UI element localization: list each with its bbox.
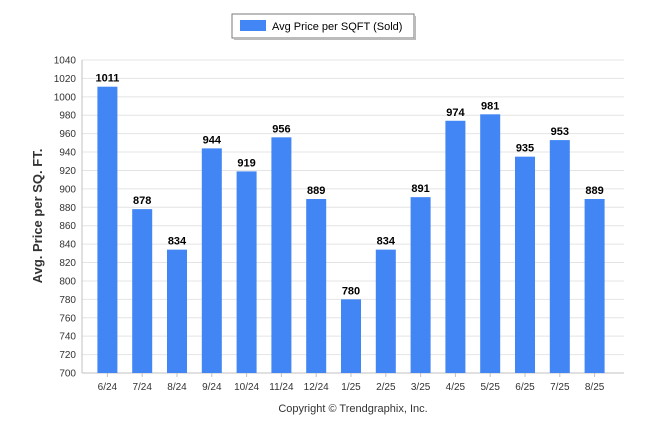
x-tick-label: 7/24 [132,382,152,393]
legend: Avg Price per SQFT (Sold) [231,13,416,40]
bar [515,156,535,373]
data-label: 981 [481,100,499,112]
x-tick-label: 8/24 [167,382,187,393]
x-tick-label: 3/25 [411,382,431,393]
y-tick-labels: 700 720 740 760 780 800 820 840 860 880 900 920 940 9… [54,56,77,380]
y-tick-label: 780 [59,295,76,306]
bar [549,140,570,373]
y-tick-label: 880 [59,203,76,214]
bar [271,137,292,373]
bar [167,249,187,373]
y-tick-label: 1020 [54,74,77,85]
y-tick-label: 1040 [54,56,77,67]
data-label: 780 [342,285,360,297]
bar [375,249,396,373]
x-tick-label: 9/24 [202,382,222,393]
x-tick-label: 6/25 [515,382,535,393]
y-tick-label: 820 [59,258,76,269]
data-label: 889 [307,185,325,197]
x-tick-label: 4/25 [446,382,466,393]
x-tick-labels: 6/24 7/24 8/24 9/24 10/24 11/24 12/24 1/25 2/25 3… [98,382,605,393]
y-tick-label: 800 [59,276,76,287]
y-tick-label: 700 [59,369,76,380]
data-label: 944 [203,134,222,146]
data-label: 935 [516,143,534,155]
y-tick-label: 940 [59,148,76,159]
bars [97,86,605,374]
bar [201,148,222,373]
x-tick-label: 10/24 [234,382,259,393]
data-label: 834 [377,236,396,248]
x-tick-label: 12/24 [304,382,329,393]
x-tick-label: 8/25 [585,382,605,393]
data-labels: 1011 878 834 944 919 956 889 780 834 891 974 981 935… [95,73,603,298]
y-axis-label: Avg. Price per SQ. FT. [30,149,45,284]
data-label: 974 [446,107,465,119]
legend-shadow [414,16,416,40]
data-label: 891 [411,183,429,195]
copyright-text: Copyright © Trendgraphix, Inc. [278,403,427,415]
x-tick-label: 7/25 [550,382,570,393]
data-label: 878 [133,195,151,207]
data-label: 889 [585,185,603,197]
data-label: 919 [237,157,255,169]
data-label: 956 [272,123,290,135]
y-tick-label: 720 [59,350,76,361]
x-tick-label: 6/24 [98,382,118,393]
legend-shadow-bottom [234,38,416,40]
bar [236,171,257,373]
legend-swatch [240,20,266,31]
y-tick-label: 960 [59,129,76,140]
y-tick-label: 980 [59,111,76,122]
bar [410,197,431,373]
bar [480,114,501,374]
y-tick-label: 1000 [54,92,77,103]
bar [341,299,361,373]
x-tick-label: 1/25 [341,382,361,393]
x-tick-label: 2/25 [376,382,396,393]
x-tick-label: 5/25 [480,382,500,393]
data-label: 953 [551,126,569,138]
bar [306,199,327,373]
y-tick-label: 760 [59,313,76,324]
y-tick-label: 740 [59,332,76,343]
y-tick-label: 860 [59,221,76,232]
x-tick-label: 11/24 [269,382,294,393]
bar [445,120,466,374]
data-label: 834 [168,236,187,248]
bar [584,199,605,373]
y-tick-label: 900 [59,184,76,195]
bar [97,86,118,374]
data-label: 1011 [95,73,119,85]
y-tick-label: 920 [59,166,76,177]
bar [132,209,153,373]
y-tick-label: 840 [59,240,76,251]
legend-label: Avg Price per SQFT (Sold) [272,21,402,33]
